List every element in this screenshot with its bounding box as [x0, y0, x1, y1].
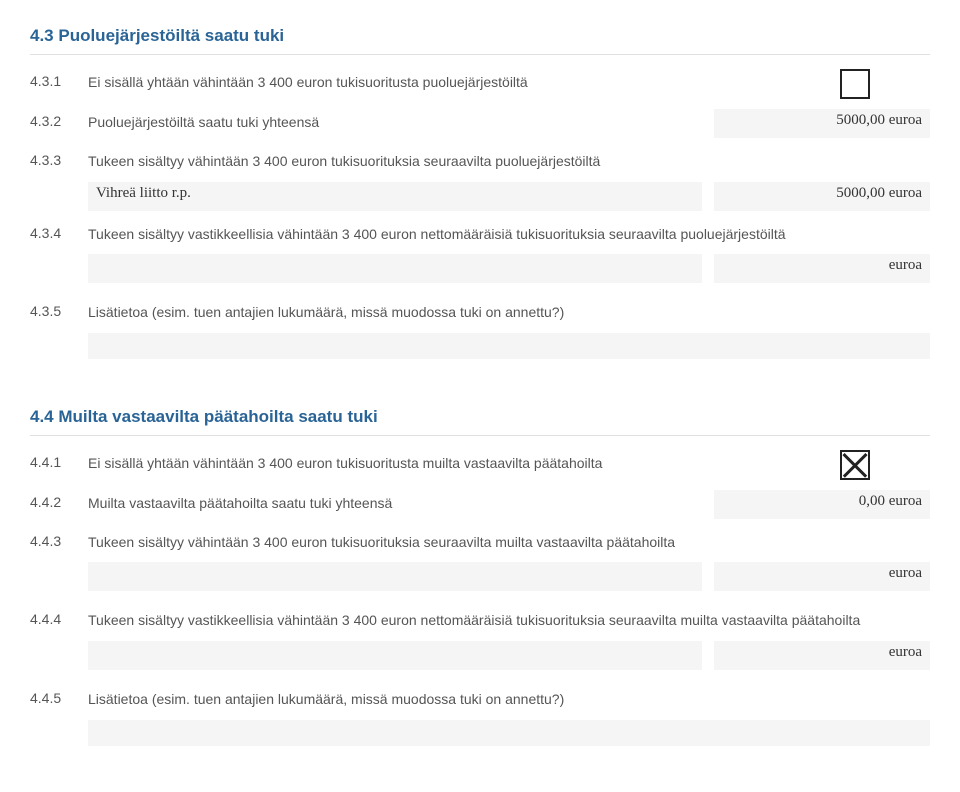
row-4-3-1: 4.3.1 Ei sisällä yhtään vähintään 3 400 …: [30, 69, 930, 99]
item-number: 4.3.1: [30, 69, 88, 89]
checkbox-4-3-1[interactable]: [840, 69, 870, 99]
value-4-4-2: 0,00 euroa: [714, 490, 930, 519]
entry-value-4-4-3: euroa: [714, 562, 930, 591]
item-text: Puoluejärjestöiltä saatu tuki yhteensä: [88, 109, 714, 133]
item-text: Tukeen sisältyy vastikkeellisia vähintää…: [88, 607, 930, 631]
section-4-4-title: 4.4 Muilta vastaavilta päätahoilta saatu…: [30, 407, 930, 427]
item-text: Muilta vastaavilta päätahoilta saatu tuk…: [88, 490, 714, 514]
row-4-4-2: 4.4.2 Muilta vastaavilta päätahoilta saa…: [30, 490, 930, 519]
entry-value-4-3-4: euroa: [714, 254, 930, 283]
entry-name-4-3-4: [88, 254, 702, 283]
form-page: 4.3 Puoluejärjestöiltä saatu tuki 4.3.1 …: [0, 0, 960, 792]
divider: [30, 54, 930, 55]
item-number: 4.4.3: [30, 529, 88, 549]
item-number: 4.3.4: [30, 221, 88, 241]
entry-4-4-3: euroa: [88, 562, 930, 591]
item-number: 4.3.2: [30, 109, 88, 129]
item-number: 4.4.4: [30, 607, 88, 627]
item-number: 4.3.5: [30, 299, 88, 319]
item-text: Ei sisällä yhtään vähintään 3 400 euron …: [88, 450, 840, 474]
row-4-4-5: 4.4.5 Lisätietoa (esim. tuen antajien lu…: [30, 686, 930, 710]
entry-4-4-4: euroa: [88, 641, 930, 670]
entry-4-3-3: Vihreä liitto r.p. 5000,00 euroa: [88, 182, 930, 211]
item-text: Tukeen sisältyy vastikkeellisia vähintää…: [88, 221, 930, 245]
entry-value-4-3-3: 5000,00 euroa: [714, 182, 930, 211]
section-4-3-title: 4.3 Puoluejärjestöiltä saatu tuki: [30, 26, 930, 46]
value-4-3-2: 5000,00 euroa: [714, 109, 930, 138]
entry-name-4-3-3: Vihreä liitto r.p.: [88, 182, 702, 211]
row-4-4-3: 4.4.3 Tukeen sisältyy vähintään 3 400 eu…: [30, 529, 930, 553]
item-number: 4.3.3: [30, 148, 88, 168]
freetext-4-3-5[interactable]: [88, 333, 930, 359]
entry-name-4-4-3: [88, 562, 702, 591]
row-4-4-1: 4.4.1 Ei sisällä yhtään vähintään 3 400 …: [30, 450, 930, 480]
item-text: Ei sisällä yhtään vähintään 3 400 euron …: [88, 69, 840, 93]
row-4-4-4: 4.4.4 Tukeen sisältyy vastikkeellisia vä…: [30, 607, 930, 631]
item-text: Lisätietoa (esim. tuen antajien lukumäär…: [88, 686, 930, 710]
row-4-3-2: 4.3.2 Puoluejärjestöiltä saatu tuki yhte…: [30, 109, 930, 138]
item-text: Tukeen sisältyy vähintään 3 400 euron tu…: [88, 529, 930, 553]
row-4-3-3: 4.3.3 Tukeen sisältyy vähintään 3 400 eu…: [30, 148, 930, 172]
entry-name-4-4-4: [88, 641, 702, 670]
divider: [30, 435, 930, 436]
item-text: Lisätietoa (esim. tuen antajien lukumäär…: [88, 299, 930, 323]
item-number: 4.4.1: [30, 450, 88, 470]
item-text: Tukeen sisältyy vähintään 3 400 euron tu…: [88, 148, 930, 172]
row-4-3-4: 4.3.4 Tukeen sisältyy vastikkeellisia vä…: [30, 221, 930, 245]
freetext-4-4-5[interactable]: [88, 720, 930, 746]
item-number: 4.4.2: [30, 490, 88, 510]
item-number: 4.4.5: [30, 686, 88, 706]
checkbox-4-4-1[interactable]: [840, 450, 870, 480]
entry-4-3-4: euroa: [88, 254, 930, 283]
entry-value-4-4-4: euroa: [714, 641, 930, 670]
row-4-3-5: 4.3.5 Lisätietoa (esim. tuen antajien lu…: [30, 299, 930, 323]
